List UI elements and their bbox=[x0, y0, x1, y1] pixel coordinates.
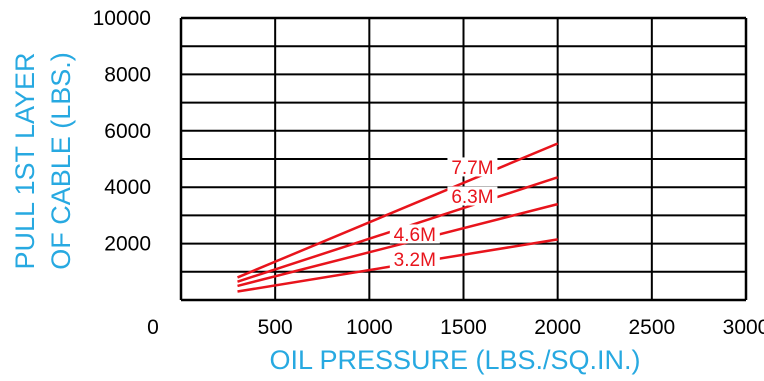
y-axis-title-line1: PULL 1ST LAYER bbox=[10, 52, 40, 269]
x-tick-label: 2500 bbox=[628, 316, 675, 339]
x-tick-label: 0 bbox=[147, 316, 159, 339]
series-label-background bbox=[389, 249, 440, 269]
series-label: 3.2M bbox=[394, 250, 436, 271]
series-label: 7.7M bbox=[451, 158, 493, 179]
y-axis-title-line2: OF CABLE (LBS.) bbox=[46, 52, 76, 270]
x-axis-title: OIL PRESSURE (LBS./SQ.IN.) bbox=[269, 345, 640, 375]
x-tick-label: 2000 bbox=[534, 316, 581, 339]
series-label: 6.3M bbox=[451, 187, 493, 208]
series-label-background bbox=[447, 186, 498, 206]
series-lines: 7.7M 6.3M 4.6M 3.2M bbox=[237, 142, 559, 293]
series-label: 4.6M bbox=[394, 225, 436, 246]
x-tick-label: 1500 bbox=[440, 316, 487, 339]
series-label-background bbox=[389, 224, 440, 244]
series-label-background bbox=[447, 157, 498, 177]
y-tick-label: 10000 bbox=[93, 7, 151, 30]
y-tick-label: 2000 bbox=[104, 233, 151, 256]
tick-labels: 0 500 1000 1500 2000 2500 3000 10000 8000 6000 400… bbox=[93, 7, 764, 339]
x-tick-label: 3000 bbox=[723, 316, 764, 339]
y-tick-label: 8000 bbox=[104, 63, 151, 86]
series-line bbox=[237, 142, 559, 279]
series-line bbox=[237, 202, 558, 288]
y-tick-label: 6000 bbox=[104, 120, 151, 143]
x-tick-label: 1000 bbox=[346, 316, 393, 339]
y-tick-label: 4000 bbox=[104, 176, 151, 199]
x-tick-label: 500 bbox=[258, 316, 293, 339]
